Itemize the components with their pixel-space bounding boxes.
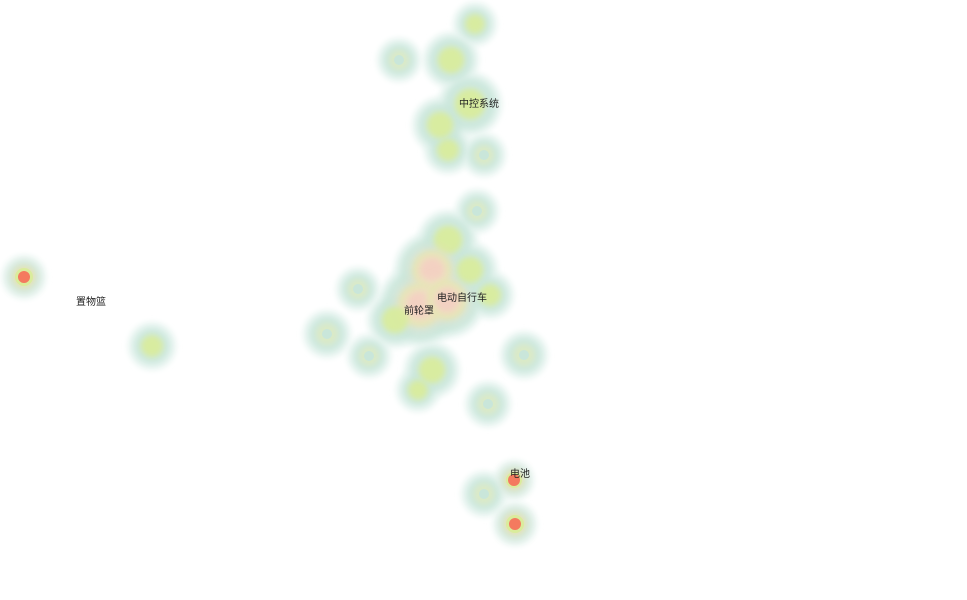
- heat-core-1: [141, 335, 163, 357]
- heat-core-15: [408, 380, 428, 400]
- heat-core-21: [456, 256, 484, 284]
- heat-hot-25: [508, 474, 520, 486]
- heat-peak-20: [435, 288, 459, 312]
- heat-core-22: [381, 306, 409, 334]
- heatmap-label: 置物篮: [76, 295, 106, 308]
- heat-core-3: [465, 14, 485, 34]
- heat-dot-10: [353, 284, 363, 294]
- heat-dot-24: [479, 489, 489, 499]
- heat-dot-14: [483, 399, 493, 409]
- heat-core-5: [454, 88, 486, 120]
- heat-core-17: [433, 225, 463, 255]
- heatmap-label: 中控系统: [459, 97, 499, 110]
- heat-core-4: [437, 46, 465, 74]
- heatmap-blobs: [2, 2, 548, 546]
- heat-dot-12: [364, 351, 374, 361]
- heatmap-label: 电池: [510, 467, 530, 480]
- heat-dot-2: [394, 55, 404, 65]
- heat-hot-0: [18, 271, 30, 283]
- heat-core-6: [426, 111, 454, 139]
- heat-core-7: [437, 139, 459, 161]
- heat-core-23: [479, 284, 501, 306]
- heat-peak-19: [406, 291, 434, 319]
- heat-dot-11: [322, 329, 332, 339]
- heat-peak-18: [420, 258, 444, 282]
- heat-dot-9: [472, 206, 482, 216]
- heat-dot-8: [479, 150, 489, 160]
- heat-hot-26: [509, 518, 521, 530]
- heatmap-label: 电动自行车: [437, 291, 487, 304]
- heatmap-label: 前轮罩: [404, 304, 434, 317]
- heat-core-16: [418, 356, 446, 384]
- heat-dot-13: [519, 350, 529, 360]
